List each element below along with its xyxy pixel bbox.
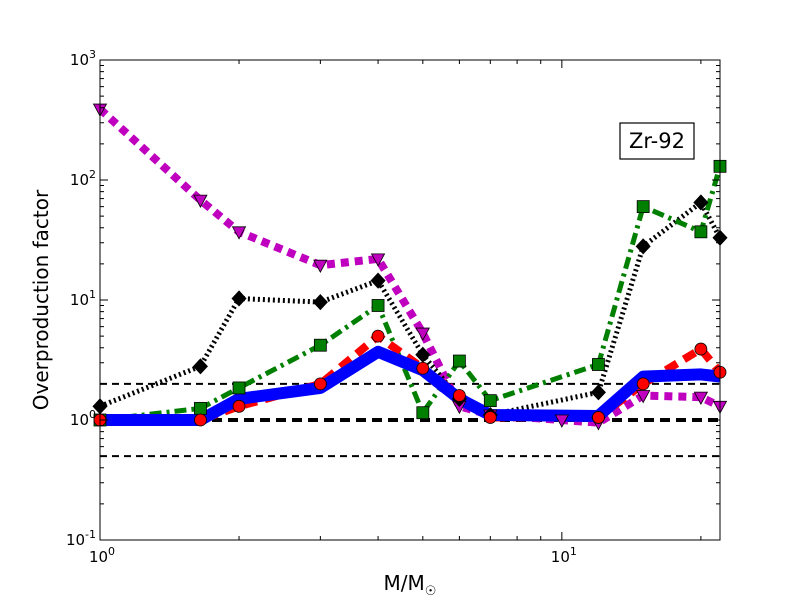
data-point-square: [452, 354, 466, 368]
data-point-diamond: [312, 294, 328, 311]
data-point-triangle: [693, 391, 709, 406]
data-point-diamond: [370, 272, 386, 289]
data-point-circle: [194, 413, 207, 427]
data-point-triangle: [231, 226, 247, 240]
data-point-square: [694, 225, 708, 239]
data-point-circle: [483, 411, 497, 424]
data-point-circle: [416, 361, 430, 375]
data-point-square: [592, 358, 605, 371]
data-point-diamond: [635, 238, 651, 255]
data-point-square: [194, 401, 207, 415]
data-point-diamond: [231, 290, 247, 307]
x-tick-label: 101: [551, 545, 577, 566]
y-tick-label: 10-1: [66, 528, 96, 549]
data-point-square: [636, 200, 650, 214]
y-tick-label: 102: [70, 168, 96, 189]
series-line: [100, 345, 720, 426]
data-point-diamond: [192, 358, 208, 375]
annotation-label: Zr-92: [629, 129, 685, 153]
x-tick-label: 100: [89, 545, 115, 566]
y-tick-label: 103: [70, 48, 96, 69]
data-point-circle: [232, 399, 246, 413]
data-point-triangle: [193, 194, 208, 208]
data-point-square: [416, 406, 430, 420]
x-axis-title: M/M☉: [384, 571, 437, 599]
data-point-circle: [592, 411, 605, 424]
data-point-triangle: [370, 253, 386, 267]
data-point-circle: [371, 329, 385, 343]
data-point-circle: [694, 342, 708, 356]
x-axis-title-main: M/M: [384, 571, 425, 595]
data-point-circle: [452, 389, 466, 402]
data-point-square: [313, 338, 327, 352]
y-axis-title: Overproduction factor: [29, 189, 53, 410]
data-point-square: [232, 381, 246, 395]
data-point-triangle: [554, 414, 570, 428]
annotation-box: Zr-92: [619, 122, 695, 160]
data-point-square: [371, 299, 385, 312]
data-point-square: [483, 394, 497, 408]
data-point-circle: [636, 377, 650, 391]
x-axis-title-subscript: ☉: [425, 584, 437, 599]
data-point-diamond: [590, 384, 606, 401]
y-tick-label: 101: [70, 288, 96, 309]
data-point-triangle: [313, 259, 328, 274]
y-tick-label: 100: [70, 408, 96, 429]
data-point-triangle: [636, 390, 651, 404]
data-point-circle: [313, 377, 327, 391]
data-point-diamond: [693, 194, 709, 211]
data-point-triangle: [415, 327, 430, 341]
